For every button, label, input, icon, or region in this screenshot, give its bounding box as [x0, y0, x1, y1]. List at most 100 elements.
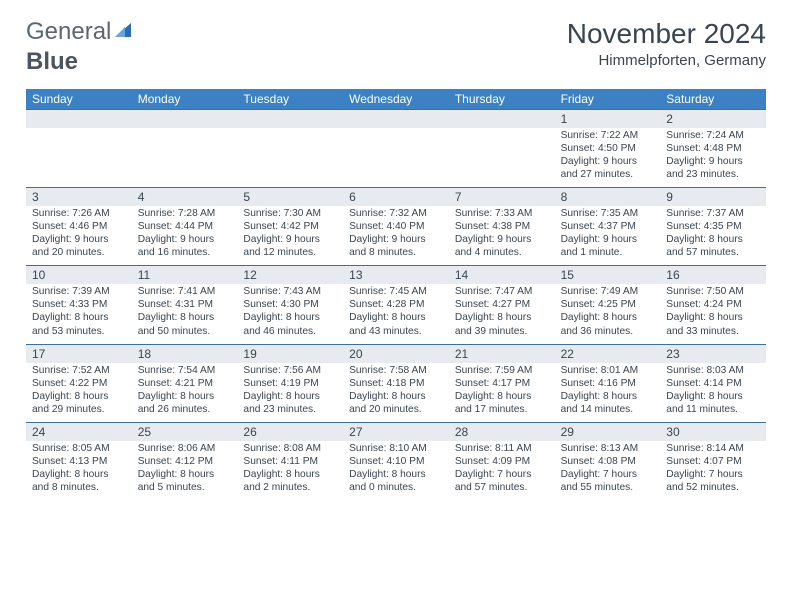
day-cell: Sunrise: 7:54 AMSunset: 4:21 PMDaylight:…: [132, 363, 238, 422]
sunset-line: Sunset: 4:35 PM: [666, 220, 760, 233]
date-number: [26, 110, 132, 128]
day-cell: Sunrise: 7:26 AMSunset: 4:46 PMDaylight:…: [26, 206, 132, 265]
date-number: 6: [343, 188, 449, 206]
date-number: [237, 110, 343, 128]
sunset-line: Sunset: 4:14 PM: [666, 377, 760, 390]
day-cell: [237, 128, 343, 187]
sunrise-line: Sunrise: 7:49 AM: [561, 285, 655, 298]
sunrise-line: Sunrise: 7:47 AM: [455, 285, 549, 298]
sunrise-line: Sunrise: 7:37 AM: [666, 207, 760, 220]
daylight-line: Daylight: 8 hours and 57 minutes.: [666, 233, 760, 259]
logo: General: [26, 18, 135, 46]
daylight-line: Daylight: 8 hours and 50 minutes.: [138, 311, 232, 337]
sunrise-line: Sunrise: 8:05 AM: [32, 442, 126, 455]
day-cell: Sunrise: 7:52 AMSunset: 4:22 PMDaylight:…: [26, 363, 132, 422]
sunset-line: Sunset: 4:25 PM: [561, 298, 655, 311]
day-cell: Sunrise: 8:06 AMSunset: 4:12 PMDaylight:…: [132, 441, 238, 500]
day-cell: [343, 128, 449, 187]
sunset-line: Sunset: 4:11 PM: [243, 455, 337, 468]
day-cell: Sunrise: 7:39 AMSunset: 4:33 PMDaylight:…: [26, 284, 132, 343]
date-number: 28: [449, 423, 555, 441]
sunrise-line: Sunrise: 7:58 AM: [349, 364, 443, 377]
date-number: 25: [132, 423, 238, 441]
daylight-line: Daylight: 9 hours and 4 minutes.: [455, 233, 549, 259]
date-number: [343, 110, 449, 128]
sunset-line: Sunset: 4:18 PM: [349, 377, 443, 390]
logo-text1: General: [26, 18, 111, 46]
daylight-line: Daylight: 8 hours and 36 minutes.: [561, 311, 655, 337]
day-cell: Sunrise: 8:10 AMSunset: 4:10 PMDaylight:…: [343, 441, 449, 500]
daylight-line: Daylight: 8 hours and 5 minutes.: [138, 468, 232, 494]
date-number: 17: [26, 345, 132, 363]
sunrise-line: Sunrise: 7:26 AM: [32, 207, 126, 220]
day-header: Sunday: [26, 89, 132, 109]
sunset-line: Sunset: 4:12 PM: [138, 455, 232, 468]
date-number: 18: [132, 345, 238, 363]
day-cell: Sunrise: 7:47 AMSunset: 4:27 PMDaylight:…: [449, 284, 555, 343]
sunset-line: Sunset: 4:19 PM: [243, 377, 337, 390]
date-number: 12: [237, 266, 343, 284]
sunrise-line: Sunrise: 7:22 AM: [561, 129, 655, 142]
date-number: [132, 110, 238, 128]
daylight-line: Daylight: 9 hours and 16 minutes.: [138, 233, 232, 259]
daylight-line: Daylight: 7 hours and 52 minutes.: [666, 468, 760, 494]
date-number: [449, 110, 555, 128]
date-number: 7: [449, 188, 555, 206]
daylight-line: Daylight: 8 hours and 0 minutes.: [349, 468, 443, 494]
date-number: 3: [26, 188, 132, 206]
title-location: Himmelpforten, Germany: [567, 52, 766, 69]
detail-row: Sunrise: 7:39 AMSunset: 4:33 PM Daylight:…: [26, 284, 766, 343]
daylight-line: Daylight: 8 hours and 20 minutes.: [349, 390, 443, 416]
day-cell: Sunrise: 7:49 AMSunset: 4:25 PMDaylight:…: [555, 284, 661, 343]
sunset-line: Sunset: 4:16 PM: [561, 377, 655, 390]
detail-row: Sunrise: 7:26 AMSunset: 4:46 PMDaylight:…: [26, 206, 766, 265]
day-cell: Sunrise: 8:14 AMSunset: 4:07 PMDaylight:…: [660, 441, 766, 500]
daylight-line: Daylight: 7 hours and 57 minutes.: [455, 468, 549, 494]
date-number-row: 24252627282930: [26, 422, 766, 441]
sunrise-line: Sunrise: 7:28 AM: [138, 207, 232, 220]
sunrise-line: Sunrise: 7:39 AM: [32, 285, 126, 298]
sunset-line: Sunset: 4:28 PM: [349, 298, 443, 311]
date-number: 1: [555, 110, 661, 128]
day-cell: [26, 128, 132, 187]
daylight-line: Daylight: 9 hours and 1 minute.: [561, 233, 655, 259]
logo-sail-icon: [113, 18, 135, 46]
date-number: 29: [555, 423, 661, 441]
day-cell: Sunrise: 8:13 AMSunset: 4:08 PMDaylight:…: [555, 441, 661, 500]
day-cell: Sunrise: 7:37 AMSunset: 4:35 PMDaylight:…: [660, 206, 766, 265]
day-cell: Sunrise: 7:33 AMSunset: 4:38 PMDaylight:…: [449, 206, 555, 265]
day-cell: Sunrise: 7:22 AMSunset: 4:50 PMDaylight:…: [555, 128, 661, 187]
daylight-line: Daylight: 8 hours and 11 minutes.: [666, 390, 760, 416]
sunset-line: Sunset: 4:09 PM: [455, 455, 549, 468]
day-header: Saturday: [660, 89, 766, 109]
sunset-line: Sunset: 4:33 PM: [32, 298, 126, 311]
daylight-line: Daylight: 7 hours and 55 minutes.: [561, 468, 655, 494]
day-cell: Sunrise: 7:43 AMSunset: 4:30 PMDaylight:…: [237, 284, 343, 343]
date-number: 2: [660, 110, 766, 128]
date-number: 16: [660, 266, 766, 284]
sunrise-line: Sunrise: 7:59 AM: [455, 364, 549, 377]
day-cell: Sunrise: 7:45 AMSunset: 4:28 PMDaylight:…: [343, 284, 449, 343]
date-number: 11: [132, 266, 238, 284]
sunset-line: Sunset: 4:42 PM: [243, 220, 337, 233]
day-cell: Sunrise: 8:11 AMSunset: 4:09 PMDaylight:…: [449, 441, 555, 500]
date-number-row: 12: [26, 109, 766, 128]
sunrise-line: Sunrise: 7:52 AM: [32, 364, 126, 377]
daylight-line: Daylight: 9 hours and 12 minutes.: [243, 233, 337, 259]
date-number: 10: [26, 266, 132, 284]
detail-row: Sunrise: 7:52 AMSunset: 4:22 PMDaylight:…: [26, 363, 766, 422]
day-cell: [449, 128, 555, 187]
sunrise-line: Sunrise: 7:43 AM: [243, 285, 337, 298]
day-cell: Sunrise: 7:24 AMSunset: 4:48 PMDaylight:…: [660, 128, 766, 187]
date-number: 8: [555, 188, 661, 206]
day-cell: Sunrise: 8:08 AMSunset: 4:11 PMDaylight:…: [237, 441, 343, 500]
date-number-row: 3456789: [26, 187, 766, 206]
sunrise-line: Sunrise: 7:30 AM: [243, 207, 337, 220]
sunrise-line: Sunrise: 7:56 AM: [243, 364, 337, 377]
daylight-line: Daylight: 8 hours and 14 minutes.: [561, 390, 655, 416]
title-block: November 2024 Himmelpforten, Germany: [567, 18, 766, 69]
daylight-line: Daylight: 9 hours and 27 minutes.: [561, 155, 655, 181]
day-header: Monday: [132, 89, 238, 109]
day-cell: [132, 128, 238, 187]
day-header-row: Sunday Monday Tuesday Wednesday Thursday…: [26, 89, 766, 109]
